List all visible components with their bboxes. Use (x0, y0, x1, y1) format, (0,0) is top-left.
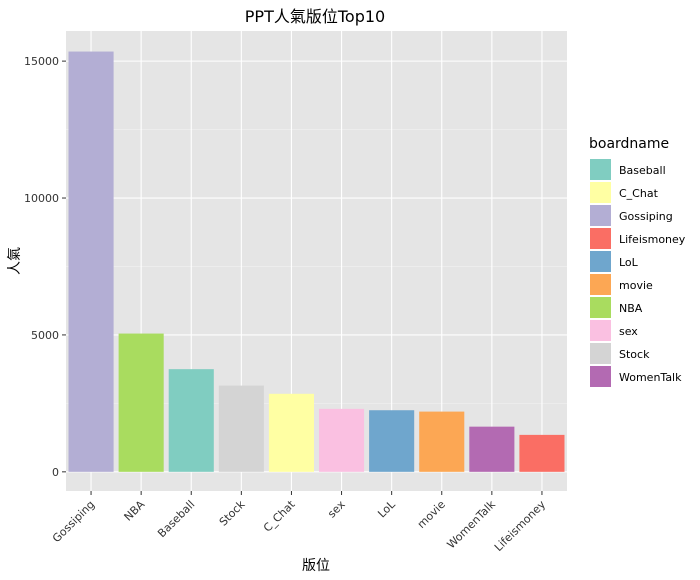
bar-lol (369, 410, 415, 472)
y-tick-label: 5000 (31, 329, 59, 342)
legend-swatch (590, 274, 611, 295)
x-axis-title: 版位 (302, 558, 330, 574)
legend-label: WomenTalk (619, 371, 682, 384)
legend-label: NBA (619, 302, 643, 315)
bar-sex (319, 408, 365, 472)
legend-swatch (590, 182, 611, 203)
legend-swatch (590, 297, 611, 318)
bar-c-chat (268, 393, 314, 472)
legend-swatch (590, 159, 611, 180)
legend-swatch (590, 320, 611, 341)
y-axis: 0 5000 10000 15000 (24, 55, 66, 479)
legend-label: C_Chat (619, 187, 659, 200)
y-tick-label: 10000 (24, 192, 59, 205)
y-tick-label: 0 (52, 466, 59, 479)
y-axis-title: 人氣 (7, 247, 23, 275)
legend-label: Gossiping (619, 210, 673, 223)
legend-label: Lifeismoney (619, 233, 686, 246)
legend-swatch (590, 343, 611, 364)
bar-gossiping (68, 51, 114, 472)
bar-nba (118, 333, 164, 472)
legend-swatch (590, 251, 611, 272)
bar-baseball (168, 369, 214, 472)
plot-panel (66, 31, 567, 491)
bar-womentalk (469, 426, 515, 472)
bar-stock (218, 385, 264, 472)
legend-label: movie (619, 279, 653, 292)
legend-title: boardname (589, 136, 669, 152)
y-tick-label: 15000 (24, 55, 59, 68)
legend-label: LoL (619, 256, 639, 269)
bar-movie (419, 411, 465, 472)
legend-label: sex (619, 325, 638, 338)
legend-swatch (590, 228, 611, 249)
legend-swatch (590, 205, 611, 226)
legend: boardname Baseball C_Chat Gossiping Lifeism… (589, 136, 686, 387)
bar-lifeismoney (519, 434, 565, 472)
legend-label: Baseball (619, 164, 666, 177)
chart-title: PPT人氣版位Top10 (245, 7, 385, 26)
legend-label: Stock (619, 348, 650, 361)
legend-swatch (590, 366, 611, 387)
